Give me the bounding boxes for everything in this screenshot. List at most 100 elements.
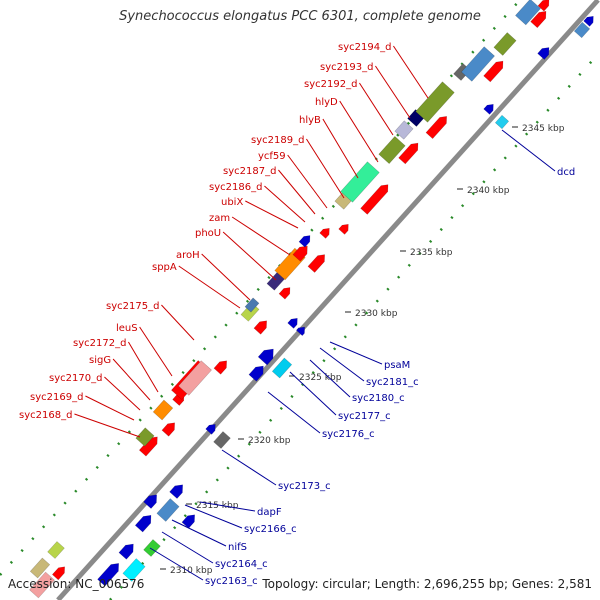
forward-gene-leader (359, 82, 394, 136)
gene-arrow[interactable] (483, 102, 497, 115)
forward-gene-label-syc2169-d[interactable]: syc2169_d (30, 392, 83, 403)
forward-gene-label-hlyb[interactable]: hlyB (299, 115, 321, 126)
forward-gene-label-aroh[interactable]: aroH (176, 250, 200, 261)
gene-arrow[interactable] (338, 222, 352, 235)
gene-arrow[interactable] (118, 541, 137, 560)
kbp-tick-label: 2320 kbp (248, 436, 291, 446)
forward-gene-label-zam[interactable]: zam (209, 213, 230, 224)
kbp-tick-label: 2345 kbp (522, 124, 565, 134)
gene-block[interactable] (515, 0, 541, 26)
reverse-gene-label-psam[interactable]: psaM (384, 360, 410, 371)
gene-block[interactable] (394, 120, 414, 140)
forward-gene-label-syc2172-d[interactable]: syc2172_d (73, 338, 126, 349)
gene-arrow[interactable] (143, 491, 161, 509)
gene-block[interactable] (47, 541, 65, 559)
forward-gene-label-ubix[interactable]: ubiX (221, 197, 243, 208)
reverse-gene-label-dcd[interactable]: dcd (557, 167, 575, 178)
forward-gene-label-phou[interactable]: phoU (195, 228, 221, 239)
gene-arrow[interactable] (205, 422, 219, 435)
gene-arrow[interactable] (278, 285, 293, 300)
forward-gene-label-syc2189-d[interactable]: syc2189_d (251, 135, 304, 146)
reverse-gene-label-syc2176-c[interactable]: syc2176_c (322, 429, 375, 440)
kbp-tick-label: 2315 kbp (196, 501, 239, 511)
gene-labels: syc2168_d syc2169_d syc2170_d sigG syc2172_d… (19, 42, 575, 587)
forward-gene-label-hlyd[interactable]: hlyD (315, 97, 338, 108)
gene-arrow[interactable] (537, 45, 553, 60)
forward-gene-label-sppa[interactable]: sppA (152, 262, 177, 273)
gene-arrow[interactable] (97, 560, 123, 587)
gene-block[interactable] (29, 571, 55, 599)
forward-gene-label-syc2186-d[interactable]: syc2186_d (209, 182, 262, 193)
gene-block[interactable] (213, 431, 231, 449)
gene-arrow[interactable] (213, 358, 230, 375)
gene-block[interactable] (135, 427, 155, 447)
forward-gene-label-leus[interactable]: leuS (116, 323, 138, 334)
gene-arrow[interactable] (530, 8, 550, 29)
gene-arrow[interactable] (295, 324, 307, 337)
forward-gene-label-syc2194-d[interactable]: syc2194_d (338, 42, 391, 53)
gene-block[interactable] (494, 114, 510, 130)
gene-block[interactable] (143, 539, 161, 557)
forward-gene-leader (201, 253, 251, 301)
gene-block[interactable] (122, 558, 146, 582)
map-title: Synechococcus elongatus PCC 6301, comple… (119, 9, 481, 24)
gene-block[interactable] (461, 46, 495, 82)
forward-gene-label-sigg[interactable]: sigG (89, 355, 111, 366)
gene-arrow[interactable] (537, 0, 552, 12)
reverse-gene-label-syc2181-c[interactable]: syc2181_c (366, 377, 419, 388)
gene-arrow[interactable] (161, 420, 178, 437)
reverse-gene-label-syc2177-c[interactable]: syc2177_c (338, 411, 391, 422)
gene-block[interactable] (415, 81, 455, 123)
gene-arrow[interactable] (287, 316, 301, 329)
forward-gene-label-syc2175-d[interactable]: syc2175_d (106, 301, 159, 312)
gene-block[interactable] (378, 136, 406, 164)
forward-gene-label-syc2192-d[interactable]: syc2192_d (304, 79, 357, 90)
gene-arrow[interactable] (169, 481, 187, 499)
gene-arrow[interactable] (319, 226, 333, 239)
gene-block[interactable] (29, 557, 51, 579)
forward-gene-leader (139, 326, 173, 377)
gene-block[interactable] (152, 399, 174, 421)
gene-arrow[interactable] (398, 140, 422, 165)
forward-gene-label-ycf59[interactable]: ycf59 (258, 151, 286, 162)
reverse-gene-leader (329, 341, 383, 365)
gene-block[interactable] (493, 32, 517, 56)
gene-arrow[interactable] (257, 345, 278, 366)
forward-gene-label-syc2168-d[interactable]: syc2168_d (19, 410, 72, 421)
gene-arrow[interactable] (425, 113, 450, 140)
reverse-gene-label-syc2163-c[interactable]: syc2163_c (205, 576, 258, 587)
gene-arrow[interactable] (483, 58, 507, 83)
gene-block[interactable] (271, 357, 293, 379)
forward-gene-leader (74, 413, 141, 438)
gene-block[interactable] (573, 21, 591, 39)
gene-block[interactable] (178, 360, 212, 396)
forward-gene-label-syc2170-d[interactable]: syc2170_d (49, 373, 102, 384)
gene-block[interactable] (244, 297, 260, 313)
reverse-gene-label-dapf[interactable]: dapF (257, 507, 282, 518)
gene-arrow[interactable] (253, 318, 270, 335)
reverse-gene-leader (161, 531, 214, 564)
forward-gene-label-syc2193-d[interactable]: syc2193_d (320, 62, 373, 73)
reverse-gene-label-syc2173-c[interactable]: syc2173_c (278, 481, 331, 492)
gene-arrow[interactable] (134, 512, 154, 533)
reverse-gene-label-nifs[interactable]: nifS (228, 542, 247, 553)
reverse-gene-label-syc2164-c[interactable]: syc2164_c (215, 559, 268, 570)
forward-gene-leader (245, 200, 299, 229)
reverse-gene-label-syc2180-c[interactable]: syc2180_c (352, 393, 405, 404)
forward-gene-label-syc2187-d[interactable]: syc2187_d (223, 166, 276, 177)
gene-block[interactable] (156, 498, 180, 522)
reverse-gene-label-syc2166-c[interactable]: syc2166_c (244, 524, 297, 535)
gene-arrow[interactable] (248, 363, 267, 382)
gene-arrow[interactable] (292, 243, 311, 262)
gene-features (29, 0, 597, 599)
gene-arrow[interactable] (298, 233, 313, 248)
gene-arrow[interactable] (307, 252, 328, 273)
gene-arrow[interactable] (51, 564, 67, 581)
forward-gene-leader (161, 304, 195, 341)
reverse-gene-leader (319, 347, 365, 382)
reverse-gene-leader (171, 519, 227, 547)
outer-tick-track (0, 0, 521, 576)
gene-arrow[interactable] (360, 182, 392, 215)
gene-arrow[interactable] (583, 14, 597, 27)
gene-block[interactable] (340, 161, 380, 203)
